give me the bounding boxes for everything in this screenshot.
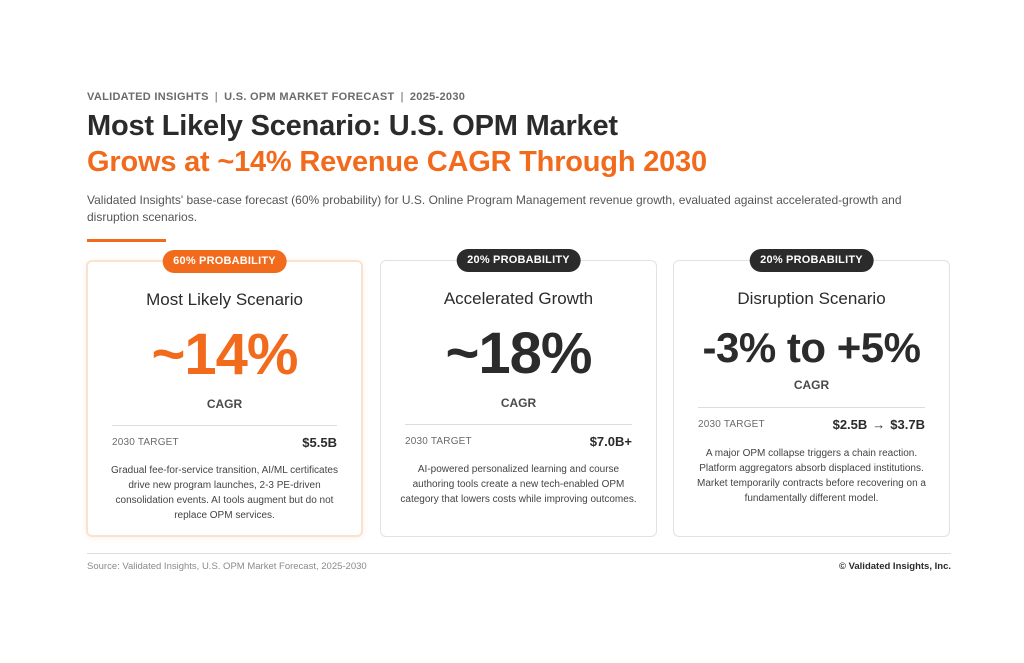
accent-bar [87,239,166,242]
target-value: $5.5B [302,434,337,450]
card-title: Disruption Scenario [737,289,886,308]
scenario-card-most-likely: 60% PROBABILITY Most Likely Scenario ~14… [86,250,363,537]
eyebrow-separator: | [400,91,404,103]
target-row: 2030 TARGET $5.5B [112,433,337,451]
target-row: 2030 TARGET $2.5B → $3.7B [698,415,925,433]
probability-badge: 20% PROBABILITY [749,249,874,272]
cagr-value: ~18% [445,321,593,386]
page-title-highlight: Grows at ~14% Revenue CAGR Through 2030 [87,146,707,178]
target-value: $7.0B+ [589,433,632,449]
card-description: A major OPM collapse triggers a chain re… [697,448,926,504]
target-label: 2030 TARGET [405,435,472,447]
card-title: Most Likely Scenario [146,290,303,309]
eyebrow-brand: VALIDATED INSIGHTS [87,91,209,103]
divider [405,424,632,425]
divider [112,425,337,426]
probability-badge: 60% PROBABILITY [162,250,287,273]
target-range: $2.5B → $3.7B [833,417,925,432]
footer-divider [87,553,951,554]
target-label: 2030 TARGET [698,418,765,430]
footer-copyright: © Validated Insights, Inc. [838,561,951,572]
metric-label: CAGR [500,396,537,410]
eyebrow-period: 2025-2030 [409,91,466,103]
target-from: $2.5B [832,416,868,432]
page-subtitle: Validated Insights' base-case forecast (… [87,193,902,224]
card-description: AI-powered personalized learning and cou… [400,464,637,505]
scenario-card-accelerated: 20% PROBABILITY Accelerated Growth ~18% … [380,249,657,537]
eyebrow-topic: U.S. OPM MARKET FORECAST [224,91,395,103]
card-description: Gradual fee-for-service transition, AI/M… [111,465,338,521]
eyebrow-separator: | [214,91,219,103]
right-arrow-icon: → [872,416,886,432]
cagr-range-value: -3% to +5% [702,324,921,371]
target-label: 2030 TARGET [112,436,179,448]
page-title: Most Likely Scenario: U.S. OPM Market [87,110,618,142]
target-row: 2030 TARGET $7.0B+ [405,432,632,450]
metric-label: CAGR [206,397,243,411]
card-title: Accelerated Growth [443,289,594,308]
cagr-value: ~14% [151,322,299,387]
metric-label: CAGR [793,378,830,392]
footer-source: Source: Validated Insights, U.S. OPM Mar… [87,561,367,572]
scenario-card-disruption: 20% PROBABILITY Disruption Scenario -3% … [673,249,950,537]
divider [698,407,925,408]
probability-badge: 20% PROBABILITY [456,249,581,272]
target-to: $3.7B [890,416,925,432]
eyebrow: VALIDATED INSIGHTS | U.S. OPM MARKET FOREC… [87,91,465,103]
